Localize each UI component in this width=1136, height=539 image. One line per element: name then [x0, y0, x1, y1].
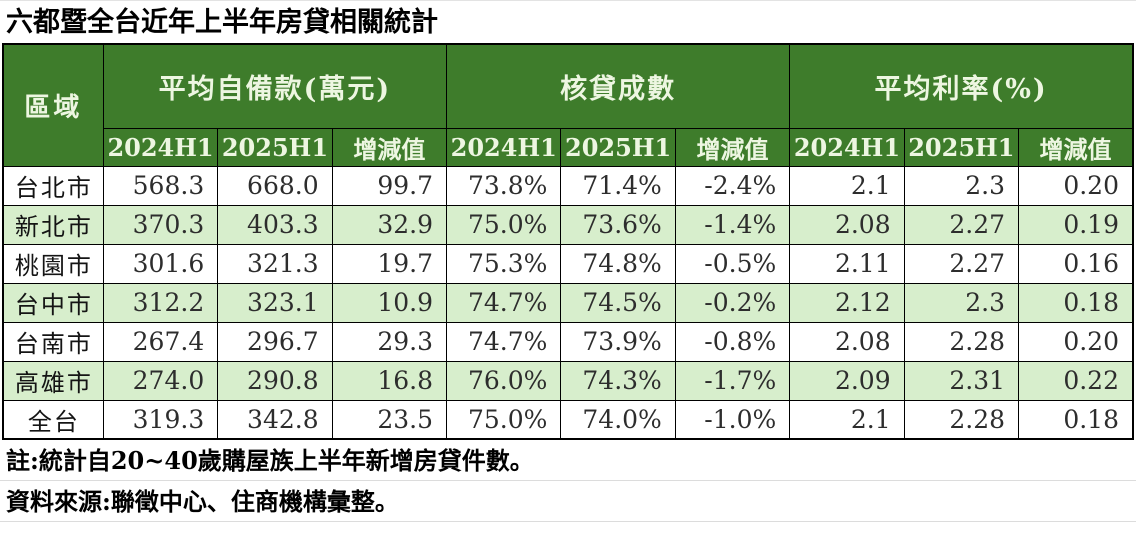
value-cell: 2.12 [789, 282, 905, 323]
value-cell: 74.0% [560, 399, 676, 440]
value-cell: -0.5% [674, 243, 791, 284]
value-cell: 0.16 [1018, 243, 1134, 284]
value-cell: 0.18 [1018, 282, 1134, 323]
table-row: 台南市 267.4 296.7 29.3 74.7% 73.9% -0.8% 2.08 2.28… [2, 321, 1134, 362]
value-cell: 99.7 [331, 165, 448, 206]
value-cell: 342.8 [217, 399, 333, 440]
value-cell: 2.27 [903, 204, 1020, 245]
value-cell: 2.11 [789, 243, 905, 284]
value-cell: 73.9% [560, 321, 676, 362]
value-cell: 0.20 [1018, 165, 1134, 206]
region-cell: 全台 [2, 399, 104, 440]
subheader-2-2: 增減值 [1018, 127, 1134, 167]
value-cell: 312.2 [102, 282, 219, 323]
value-cell: 76.0% [446, 360, 562, 401]
table-row: 新北市 370.3 403.3 32.9 75.0% 73.6% -1.4% 2.08 2.27… [2, 204, 1134, 245]
value-cell: 2.08 [789, 204, 905, 245]
table-header: 區域 平均自備款(萬元) 核貸成數 平均利率(%) 2024H1 2025H1 增減… [2, 43, 1134, 167]
table-row: 桃園市 301.6 321.3 19.7 75.3% 74.8% -0.5% 2.11 2.27… [2, 243, 1134, 284]
value-cell: 74.7% [446, 282, 562, 323]
region-cell: 高雄市 [2, 360, 104, 401]
value-cell: -0.8% [674, 321, 791, 362]
housing-loan-stats-table: 區域 平均自備款(萬元) 核貸成數 平均利率(%) 2024H1 2025H1 增減… [2, 43, 1134, 440]
value-cell: -1.0% [674, 399, 791, 440]
sub-header-row: 2024H1 2025H1 增減值 2024H1 2025H1 增減值 2024H1 2025… [3, 127, 1134, 167]
value-cell: 2.31 [903, 360, 1020, 401]
subheader-0-1: 2025H1 [217, 127, 333, 167]
value-cell: 74.7% [446, 321, 562, 362]
value-cell: 0.22 [1018, 360, 1134, 401]
subheader-0-0: 2024H1 [102, 127, 219, 167]
value-cell: 75.3% [446, 243, 562, 284]
region-cell: 台南市 [2, 321, 104, 362]
header-group-interest-rate: 平均利率(%) [789, 43, 1134, 129]
note-source-count: 註:統計自20~40歲購屋族上半年新增房貸件數。 [0, 440, 1136, 481]
value-cell: 73.6% [560, 204, 676, 245]
value-cell: 301.6 [102, 243, 219, 284]
value-cell: 2.28 [903, 321, 1020, 362]
value-cell: 370.3 [102, 204, 219, 245]
value-cell: 74.3% [560, 360, 676, 401]
value-cell: 274.0 [102, 360, 219, 401]
value-cell: 19.7 [331, 243, 448, 284]
value-cell: 10.9 [331, 282, 448, 323]
value-cell: 0.18 [1018, 399, 1134, 440]
value-cell: 74.5% [560, 282, 676, 323]
region-cell: 台北市 [2, 165, 104, 206]
value-cell: 568.3 [102, 165, 219, 206]
header-group-loan-ratio: 核貸成數 [446, 43, 791, 129]
value-cell: 2.3 [903, 165, 1020, 206]
table-row: 高雄市 274.0 290.8 16.8 76.0% 74.3% -1.7% 2.09 2.31… [2, 360, 1134, 401]
page-title: 六都暨全台近年上半年房貸相關統計 [6, 7, 438, 38]
table-row: 台北市 568.3 668.0 99.7 73.8% 71.4% -2.4% 2.1 2.3 0.… [2, 165, 1134, 206]
subheader-0-2: 增減值 [331, 127, 448, 167]
note-data-source: 資料來源:聯徵中心、住商機構彙整。 [0, 481, 1136, 522]
value-cell: 29.3 [331, 321, 448, 362]
region-cell: 新北市 [2, 204, 104, 245]
region-cell: 台中市 [2, 282, 104, 323]
value-cell: 73.8% [446, 165, 562, 206]
value-cell: 71.4% [560, 165, 676, 206]
header-region: 區域 [2, 43, 104, 167]
table-row: 全台 319.3 342.8 23.5 75.0% 74.0% -1.0% 2.1 2.28 0.… [2, 399, 1134, 440]
subheader-1-1: 2025H1 [560, 127, 676, 167]
value-cell: 267.4 [102, 321, 219, 362]
value-cell: 23.5 [331, 399, 448, 440]
region-cell: 桃園市 [2, 243, 104, 284]
subheader-2-1: 2025H1 [903, 127, 1020, 167]
value-cell: -1.4% [674, 204, 791, 245]
value-cell: 2.08 [789, 321, 905, 362]
subheader-1-2: 增減值 [674, 127, 791, 167]
table-row: 台中市 312.2 323.1 10.9 74.7% 74.5% -0.2% 2.12 2.3 0… [2, 282, 1134, 323]
value-cell: 321.3 [217, 243, 333, 284]
value-cell: 32.9 [331, 204, 448, 245]
value-cell: 0.19 [1018, 204, 1134, 245]
value-cell: -2.4% [674, 165, 791, 206]
value-cell: 319.3 [102, 399, 219, 440]
value-cell: 2.1 [789, 399, 905, 440]
subheader-2-0: 2024H1 [789, 127, 905, 167]
value-cell: 2.28 [903, 399, 1020, 440]
table-body: 台北市 568.3 668.0 99.7 73.8% 71.4% -2.4% 2.1 2.3 0.… [2, 165, 1134, 440]
value-cell: 296.7 [217, 321, 333, 362]
group-header-row: 區域 平均自備款(萬元) 核貸成數 平均利率(%) [2, 43, 1134, 167]
value-cell: 2.3 [903, 282, 1020, 323]
value-cell: 2.27 [903, 243, 1020, 284]
value-cell: 75.0% [446, 399, 562, 440]
value-cell: 403.3 [217, 204, 333, 245]
value-cell: 0.20 [1018, 321, 1134, 362]
value-cell: 290.8 [217, 360, 333, 401]
header-group-downpayment: 平均自備款(萬元) [102, 43, 448, 129]
value-cell: 16.8 [331, 360, 448, 401]
value-cell: -0.2% [674, 282, 791, 323]
value-cell: 2.1 [789, 165, 905, 206]
value-cell: 2.09 [789, 360, 905, 401]
value-cell: 668.0 [217, 165, 333, 206]
value-cell: 323.1 [217, 282, 333, 323]
value-cell: 75.0% [446, 204, 562, 245]
value-cell: -1.7% [674, 360, 791, 401]
subheader-1-0: 2024H1 [446, 127, 562, 167]
value-cell: 74.8% [560, 243, 676, 284]
